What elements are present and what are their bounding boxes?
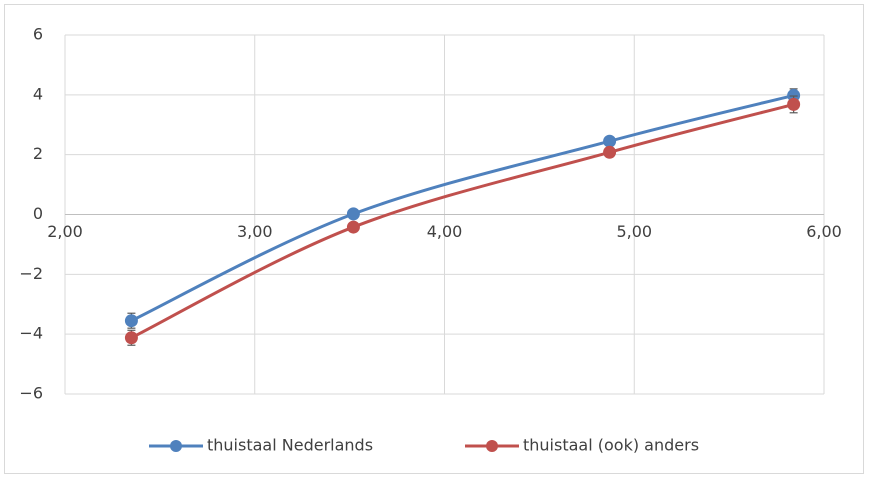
y-tick-label: 4 — [33, 84, 43, 103]
data-point — [787, 97, 801, 111]
legend-label: thuistaal Nederlands — [207, 436, 373, 455]
gridlines — [64, 34, 825, 395]
series-line — [129, 93, 796, 323]
y-axis-tick-labels: −6 −4 −2 0 2 4 6 — [19, 25, 43, 403]
x-tick-label: 6,00 — [806, 222, 842, 241]
series-group — [124, 88, 801, 346]
x-axis-tick-labels: 2,00 3,00 4,00 5,00 6,00 — [47, 222, 842, 241]
x-tick-label: 3,00 — [237, 222, 273, 241]
series-thuistaal-ook-anders — [124, 95, 801, 346]
series-line — [129, 102, 796, 340]
data-point — [346, 220, 360, 234]
y-tick-label: 6 — [33, 25, 43, 44]
data-point — [346, 207, 360, 221]
y-tick-label: −4 — [19, 324, 43, 343]
y-tick-label: −6 — [19, 384, 43, 403]
data-point — [124, 331, 138, 345]
legend-swatch-marker — [486, 440, 498, 452]
legend-item-thuistaal-ook-anders: thuistaal (ook) anders — [465, 436, 699, 455]
line-chart: −6 −4 −2 0 2 4 6 2,00 3,00 4,00 5,00 6,00 thuistaa… — [19, 25, 842, 455]
legend-item-thuistaal-nederlands: thuistaal Nederlands — [149, 436, 373, 455]
data-point — [124, 314, 138, 328]
series-thuistaal-nederlands — [124, 88, 801, 329]
y-tick-label: 0 — [33, 204, 43, 223]
x-tick-label: 5,00 — [616, 222, 652, 241]
chart-frame: −6 −4 −2 0 2 4 6 2,00 3,00 4,00 5,00 6,00 thuistaa… — [4, 4, 864, 474]
data-point — [603, 134, 617, 148]
legend: thuistaal Nederlands thuistaal (ook) ande… — [149, 436, 699, 455]
data-point — [603, 145, 617, 159]
legend-swatch-marker — [170, 440, 182, 452]
x-tick-label: 4,00 — [427, 222, 463, 241]
x-tick-label: 2,00 — [47, 222, 83, 241]
legend-label: thuistaal (ook) anders — [523, 436, 699, 455]
y-tick-label: −2 — [19, 264, 43, 283]
y-tick-label: 2 — [33, 144, 43, 163]
